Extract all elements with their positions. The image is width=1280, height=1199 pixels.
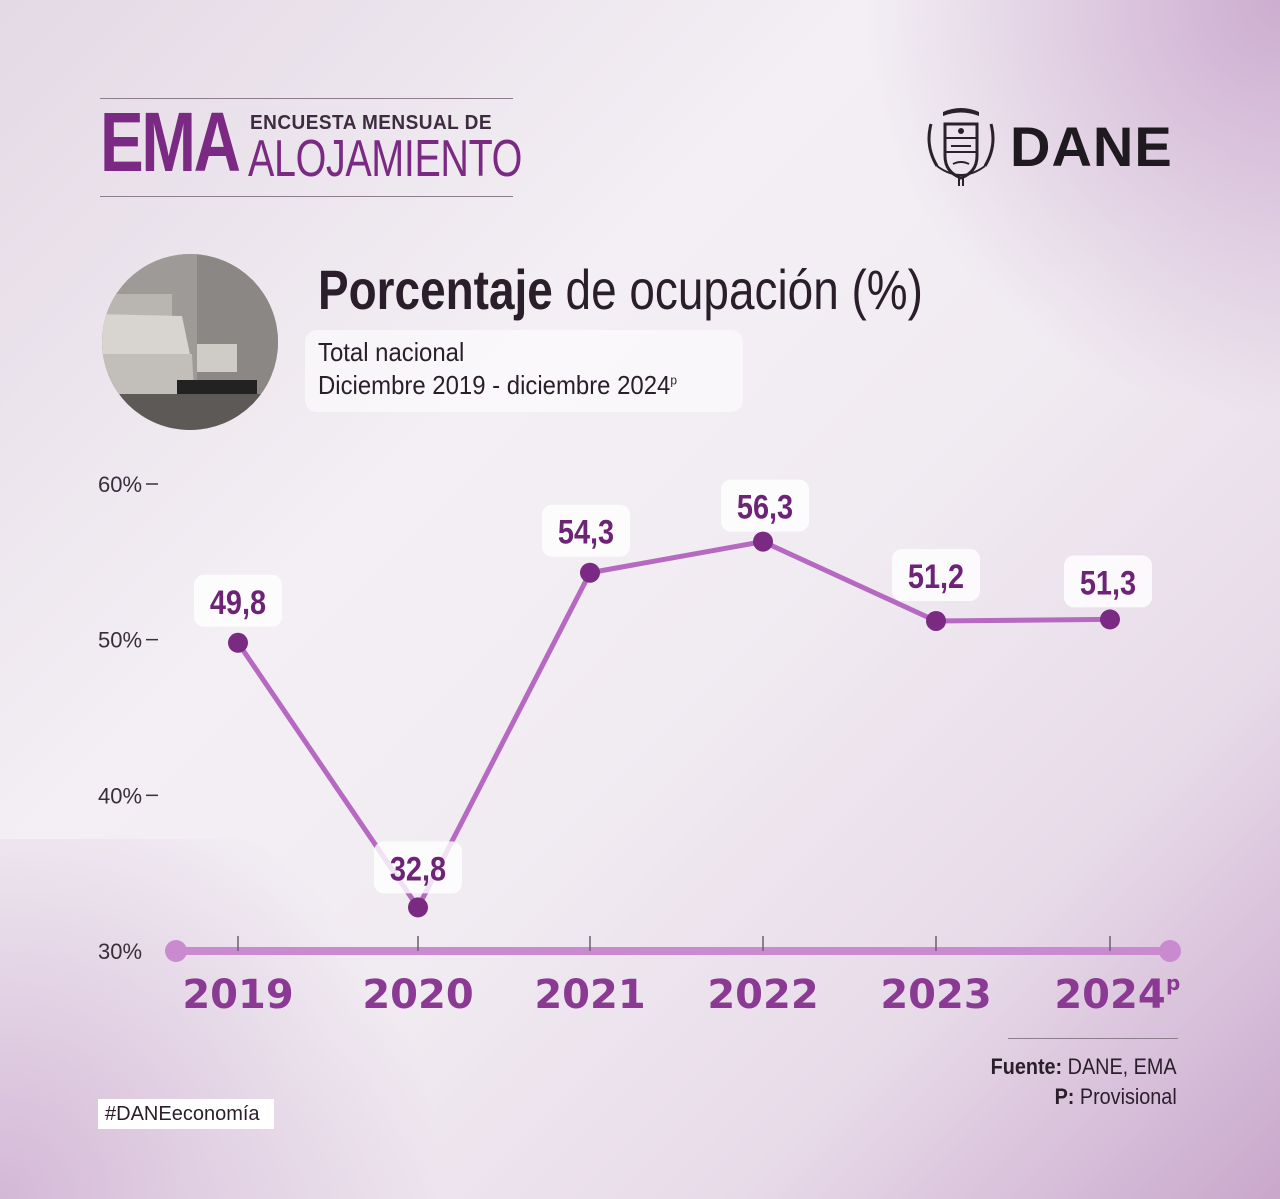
background-glow-top-right <box>860 0 1280 420</box>
ema-title-line2: ALOJAMIENTO <box>248 130 522 188</box>
subtitle-line1: Total nacional <box>318 337 465 367</box>
dane-logo-text: DANE <box>1010 115 1173 178</box>
data-label-box <box>194 574 282 627</box>
x-axis-end-cap <box>1159 940 1181 962</box>
coat-of-arms-icon <box>927 108 995 186</box>
x-tick-label: 2021 <box>534 972 645 1018</box>
data-point <box>753 531 773 552</box>
data-label-box <box>1064 555 1152 608</box>
data-label-box <box>374 841 462 894</box>
y-tick-label: 30% <box>98 939 142 964</box>
header-rule-bottom <box>100 196 513 197</box>
source-label: Fuente: <box>991 1054 1063 1079</box>
x-tick-label: 2020 <box>362 972 473 1018</box>
x-axis-start-cap <box>165 940 187 962</box>
series-line <box>235 539 1111 910</box>
chart-title-bold: Porcentaje <box>318 258 553 321</box>
data-label: 32,8 <box>390 849 446 888</box>
chart-title-rest: de ocupación (%) <box>552 258 923 321</box>
data-point <box>408 897 428 918</box>
source-value: DANE, EMA <box>1062 1054 1177 1079</box>
hashtag-bold: #DANE <box>105 1103 172 1125</box>
subtitle-superscript: p <box>670 372 677 388</box>
data-label: 51,3 <box>1080 563 1136 602</box>
data-label-box <box>721 479 809 532</box>
data-label-box <box>892 548 980 601</box>
chart-title: Porcentaje de ocupación (%) <box>318 258 923 322</box>
data-point <box>580 562 600 583</box>
provisional-value: Provisional <box>1074 1084 1177 1109</box>
provisional-label: P: <box>1054 1084 1075 1109</box>
provisional-note: P: Provisional <box>1055 1084 1177 1110</box>
subtitle-box <box>305 330 743 412</box>
header-rule-top <box>100 98 513 99</box>
x-tick-superscript: p <box>1166 971 1180 995</box>
data-label: 49,8 <box>210 583 266 622</box>
data-point <box>228 632 248 653</box>
source-rule <box>1008 1038 1178 1039</box>
data-label: 51,2 <box>908 557 964 596</box>
subtitle-line2: Diciembre 2019 - diciembre 2024p <box>318 370 677 401</box>
y-tick-label: 40% <box>98 783 142 808</box>
x-tick-label: 2024 <box>1054 972 1165 1018</box>
data-point <box>926 610 946 631</box>
y-tick-label: 60% <box>98 472 142 497</box>
subtitle-line2-text: Diciembre 2019 - diciembre 2024 <box>318 370 671 400</box>
y-tick-label: 50% <box>98 628 142 653</box>
data-label-box <box>542 504 630 557</box>
hashtag-rest: economía <box>171 1103 260 1125</box>
x-tick-label: 2022 <box>707 972 818 1018</box>
ema-acronym: EMA <box>100 95 241 189</box>
hashtag-badge: #DANEeconomía <box>98 1099 274 1129</box>
data-point <box>1100 609 1120 630</box>
source-note: Fuente: DANE, EMA <box>991 1054 1177 1080</box>
x-tick-label: 2019 <box>182 972 293 1018</box>
background-glow-bottom-left <box>0 839 520 1199</box>
data-label: 54,3 <box>558 512 614 551</box>
x-tick-label: 2023 <box>880 972 991 1018</box>
ema-title-line1: ENCUESTA MENSUAL DE <box>250 112 492 134</box>
data-label: 56,3 <box>737 487 793 526</box>
